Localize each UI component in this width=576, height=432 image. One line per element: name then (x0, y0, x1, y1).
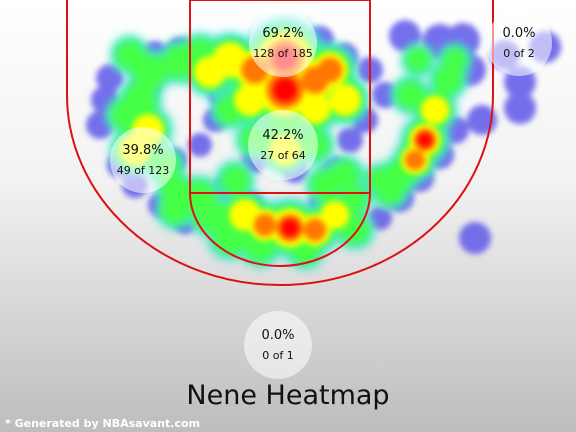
heat-blob (229, 199, 261, 231)
heat-blob (417, 132, 433, 148)
cold-blob (188, 133, 212, 157)
cold-blob (372, 82, 398, 108)
cold-blob (504, 92, 536, 124)
heat-blob (194, 56, 226, 88)
cold-blob (368, 206, 392, 230)
zone-circle (249, 9, 317, 77)
heat-blob (299, 92, 331, 124)
heat-blob (320, 200, 350, 230)
zone-circle (248, 110, 318, 180)
zone-annotation: 69.2% 128 of 185 (249, 9, 317, 77)
court-lines (66, 0, 494, 286)
heat-blob (281, 219, 299, 237)
zone-circle (110, 127, 176, 193)
heat-blob (159, 194, 191, 226)
heat-blob (366, 166, 394, 194)
zone-annotation: 0.0% 0 of 2 (486, 10, 552, 76)
heat-blob (405, 150, 425, 170)
zone-percentage: 39.8% (122, 143, 163, 158)
zone-made-attempts: 128 of 185 (253, 47, 313, 60)
heat-blob (114, 39, 146, 71)
zone-annotation: 0.0% 0 of 1 (244, 311, 312, 379)
three-point-line (66, 0, 494, 286)
heat-blob (441, 46, 469, 74)
heat-blob (404, 46, 432, 74)
heat-blob (234, 84, 266, 116)
zone-annotation: 42.2% 27 of 64 (248, 110, 318, 180)
zone-circle (486, 10, 552, 76)
zone-percentage: 42.2% (262, 128, 303, 143)
cold-blob (337, 127, 363, 153)
zone-made-attempts: 49 of 123 (117, 164, 170, 177)
heat-blob (109, 99, 141, 131)
cold-blob (459, 222, 491, 254)
heat-blob (329, 159, 361, 191)
zone-annotation: 39.8% 49 of 123 (110, 127, 176, 193)
zone-percentage: 0.0% (502, 26, 535, 41)
free-throw-circle (189, 192, 371, 267)
heat-blob (303, 218, 327, 242)
zone-made-attempts: 0 of 1 (262, 349, 294, 362)
cold-blob (96, 64, 124, 92)
free-throw-lane (189, 0, 371, 194)
zone-percentage: 69.2% (262, 26, 303, 41)
cold-blob (389, 20, 421, 52)
heat-blob (420, 95, 450, 125)
credit-text: * Generated by NBAsavant.com (5, 417, 200, 430)
heat-blob (184, 179, 216, 211)
zone-made-attempts: 0 of 2 (503, 47, 535, 60)
heat-blob (219, 164, 251, 196)
heat-blob (329, 84, 361, 116)
zone-made-attempts: 27 of 64 (260, 149, 306, 162)
heat-blob (162, 44, 198, 80)
heat-blob (253, 213, 277, 237)
zone-circle (244, 311, 312, 379)
heat-blob (394, 79, 426, 111)
heat-blob (273, 78, 297, 102)
heat-blob (317, 57, 343, 83)
chart-title: Nene Heatmap (186, 380, 390, 411)
zone-percentage: 0.0% (261, 328, 294, 343)
